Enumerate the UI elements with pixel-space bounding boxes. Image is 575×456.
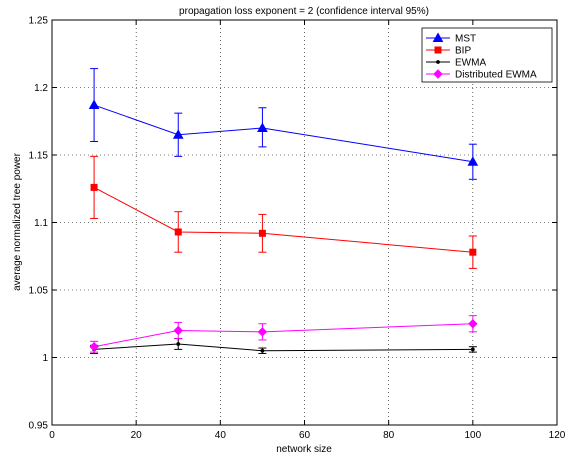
series-distributed-ewma <box>89 315 478 353</box>
data-point <box>172 129 184 139</box>
y-tick-label: 1.1 <box>34 218 48 229</box>
y-tick-label: 1.15 <box>29 151 49 162</box>
legend-item-ewma: EWMA <box>426 58 486 69</box>
legend-item-mst: MST <box>426 32 476 45</box>
y-tick-label: 1.05 <box>29 286 49 297</box>
y-tick-label: 1 <box>42 353 48 364</box>
x-tick-label: 100 <box>464 430 481 441</box>
x-tick-label: 40 <box>215 430 227 441</box>
data-point <box>470 347 475 352</box>
axes: 0 20 40 60 80 100 120 0.95 1 1.05 1.1 1.15 1.2 1.25 <box>29 16 566 442</box>
data-point <box>260 348 265 353</box>
chart-title: propagation loss exponent = 2 (confidenc… <box>179 6 429 17</box>
legend-marker <box>434 46 442 54</box>
x-tick-label: 80 <box>383 430 395 441</box>
y-axis-title: average normalized tree power <box>12 152 23 291</box>
data-point <box>467 156 479 166</box>
legend-marker <box>433 69 443 79</box>
y-tick-label: 1.2 <box>34 83 48 94</box>
legend-label: MST <box>455 34 476 45</box>
data-point <box>89 341 99 352</box>
data-point <box>176 342 181 346</box>
data-point <box>88 99 100 110</box>
x-axis-title: network size <box>276 444 332 455</box>
legend-label: Distributed EWMA <box>455 70 537 81</box>
x-tick-label: 60 <box>299 430 311 441</box>
legend-box <box>421 27 553 83</box>
legend-marker <box>436 60 440 64</box>
series-layer <box>88 68 479 354</box>
series-line-bip <box>93 186 473 253</box>
y-tick-label: 1.25 <box>29 16 49 27</box>
data-point <box>257 122 268 132</box>
grid <box>52 20 557 425</box>
data-point <box>469 248 477 256</box>
series-mst <box>88 68 479 180</box>
series-line-mst <box>93 104 473 163</box>
y-tick-label: 0.95 <box>29 421 49 432</box>
legend-item-bip: BIP <box>426 46 471 57</box>
data-point <box>174 228 182 236</box>
legend-item-distributed-ewma: Distributed EWMA <box>426 69 537 81</box>
series-line-ewma <box>94 343 473 352</box>
data-point <box>90 183 98 191</box>
data-point <box>468 319 478 329</box>
x-tick-label: 20 <box>131 430 143 441</box>
legend-label: EWMA <box>455 58 486 69</box>
series-line-distributed-ewma <box>93 323 473 348</box>
x-tick-label: 120 <box>549 430 566 441</box>
series-bip <box>90 155 477 269</box>
x-tick-label: 0 <box>49 430 55 441</box>
data-point <box>257 327 268 337</box>
legend-marker <box>432 32 444 42</box>
data-point <box>258 229 266 237</box>
data-point <box>173 325 183 336</box>
legend-label: BIP <box>455 46 471 57</box>
